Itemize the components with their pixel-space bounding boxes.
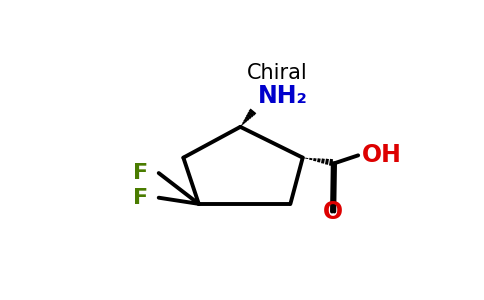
Text: OH: OH <box>362 143 402 167</box>
Text: O: O <box>323 200 343 224</box>
Text: Chiral: Chiral <box>247 63 308 83</box>
Text: F: F <box>133 163 148 183</box>
Text: NH₂: NH₂ <box>258 84 308 108</box>
Text: F: F <box>133 188 148 208</box>
